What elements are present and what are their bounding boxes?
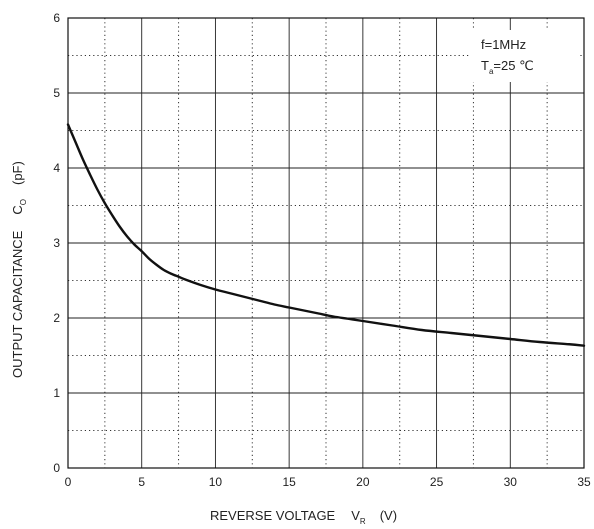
x-axis-label-symbol: V xyxy=(351,508,360,523)
x-tick-label: 0 xyxy=(65,475,72,489)
x-axis-label: REVERSE VOLTAGE VR (V) xyxy=(210,508,397,526)
y-tick-label: 4 xyxy=(53,161,60,175)
annotation-temperature: Ta=25 ℃ xyxy=(481,58,534,76)
y-tick-label: 3 xyxy=(53,236,60,250)
x-tick-label: 15 xyxy=(282,475,296,489)
y-axis-label-subscript: O xyxy=(19,199,28,205)
x-tick-labels: 0 5 10 15 20 25 30 35 xyxy=(65,475,591,489)
x-tick-label: 35 xyxy=(577,475,591,489)
y-tick-label: 1 xyxy=(53,386,60,400)
y-tick-label: 0 xyxy=(53,461,60,475)
x-tick-label: 10 xyxy=(209,475,223,489)
series-line-capacitance xyxy=(66,123,586,347)
y-tick-labels: 0 1 2 3 4 5 6 xyxy=(53,11,60,475)
x-tick-label: 25 xyxy=(430,475,444,489)
annotation-temperature-symbol: T xyxy=(481,58,489,73)
annotation-temperature-value: =25 ℃ xyxy=(493,58,533,73)
annotation-background xyxy=(469,30,579,82)
x-tick-label: 20 xyxy=(356,475,370,489)
y-tick-label: 6 xyxy=(53,11,60,25)
y-axis-label: OUTPUT CAPACITANCE CO (pF) xyxy=(10,161,28,378)
y-axis-label-text: OUTPUT CAPACITANCE xyxy=(10,230,25,378)
y-tick-label: 5 xyxy=(53,86,60,100)
y-tick-label: 2 xyxy=(53,311,60,325)
plot-frame xyxy=(67,17,585,469)
x-tick-label: 5 xyxy=(138,475,145,489)
annotation-temperature-subscript: a xyxy=(489,67,494,76)
y-axis-label-symbol: C xyxy=(10,205,25,214)
series-group xyxy=(66,123,586,347)
x-axis-label-unit: (V) xyxy=(380,508,397,523)
x-axis-label-text: REVERSE VOLTAGE xyxy=(210,508,336,523)
x-tick-label: 30 xyxy=(504,475,518,489)
annotation-frequency: f=1MHz xyxy=(481,37,526,52)
x-axis-label-subscript: R xyxy=(360,517,366,526)
y-axis-label-unit: (pF) xyxy=(10,161,25,185)
